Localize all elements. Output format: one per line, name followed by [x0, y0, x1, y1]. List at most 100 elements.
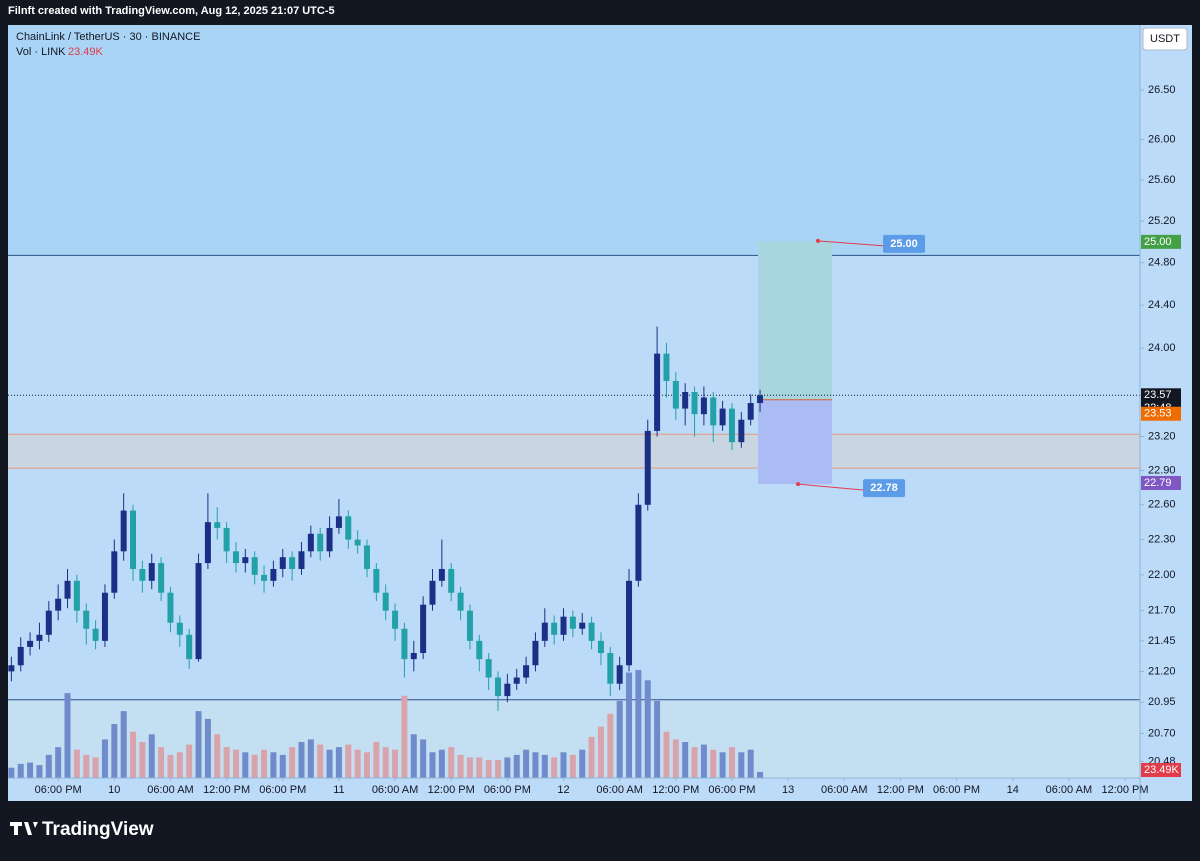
candle-body	[635, 504, 642, 581]
brand-name: TradingView	[42, 819, 154, 840]
stop-label-box	[863, 479, 906, 498]
candle-body	[261, 574, 268, 581]
volume-bar	[279, 754, 286, 778]
volume-bar	[448, 747, 455, 778]
candle-body	[186, 634, 193, 660]
candle-body	[232, 551, 239, 564]
candle-body	[466, 610, 473, 641]
volume-bar	[214, 734, 221, 778]
candle-body	[382, 592, 389, 611]
candle-body	[541, 622, 548, 641]
candle-body	[73, 580, 80, 611]
volume-bar	[672, 739, 679, 778]
candle-body	[279, 557, 286, 569]
y-tick-label: 21.20	[1148, 665, 1176, 677]
x-tick-label: 13	[782, 784, 794, 796]
volume-bar	[317, 744, 324, 778]
candle-body	[654, 353, 661, 431]
candle-body	[345, 516, 352, 540]
volume-bar	[130, 731, 137, 778]
volume-bar	[186, 744, 193, 778]
stop-badge: 22.79	[1144, 477, 1172, 489]
candle-body	[214, 522, 221, 528]
candle-body	[448, 568, 455, 593]
position-loss	[758, 399, 833, 485]
volume-bar	[251, 754, 258, 778]
y-tick-label: 25.60	[1148, 174, 1176, 186]
candle-body	[672, 380, 679, 409]
candle-body	[457, 592, 464, 611]
volume-bar	[438, 749, 445, 778]
volume-bar	[335, 747, 342, 778]
volume-bar	[691, 747, 698, 778]
current-price-badge: 23.57	[1144, 389, 1172, 401]
y-tick-label: 24.00	[1148, 342, 1176, 354]
candle-body	[747, 403, 754, 420]
candle-body	[691, 391, 698, 415]
volume-bar	[298, 742, 305, 778]
volume-bar	[654, 700, 661, 778]
legend-volume-title: Vol · LINK	[16, 46, 66, 58]
currency-button-label[interactable]: USDT	[1150, 33, 1180, 45]
candle-body	[392, 610, 399, 629]
candle-body	[111, 551, 118, 593]
candle-body	[588, 622, 595, 641]
candle-body	[532, 640, 539, 666]
volume-bar	[45, 754, 52, 778]
header-text: Filnft created with TradingView.com, Aug…	[8, 5, 335, 17]
candle-body	[251, 557, 258, 575]
target-label: 25.00	[890, 238, 918, 250]
volume-bar	[700, 744, 707, 778]
volume-bar	[569, 754, 576, 778]
volume-bar	[176, 752, 183, 778]
candle-body	[270, 568, 277, 581]
target-label-connector	[818, 240, 885, 247]
candle-body	[579, 622, 586, 629]
volume-bar	[738, 752, 745, 778]
volume-bar	[167, 754, 174, 778]
x-tick-label: 06:00 AM	[372, 784, 418, 796]
volume-bar	[719, 752, 726, 778]
candle-body	[363, 545, 370, 569]
candle-body	[719, 408, 726, 426]
volume-badge-bg	[1141, 763, 1181, 777]
entry-badge-bg	[1141, 406, 1181, 421]
volume-bar	[728, 747, 735, 778]
volume-bar	[710, 749, 717, 778]
y-tick-label: 24.40	[1148, 299, 1176, 311]
candle-body	[45, 610, 52, 635]
volume-bar	[476, 757, 483, 778]
volume-bar	[148, 734, 155, 778]
candle-body	[92, 628, 99, 641]
x-tick-label: 06:00 AM	[147, 784, 193, 796]
y-tick-label: 21.70	[1148, 605, 1176, 617]
zone	[8, 434, 1140, 469]
volume-bar	[307, 739, 314, 778]
y-tick-label: 21.45	[1148, 635, 1176, 647]
x-tick-label: 12	[557, 784, 569, 796]
candle-body	[130, 510, 137, 569]
y-tick-label: 26.50	[1148, 84, 1176, 96]
volume-bar	[120, 711, 127, 778]
volume-bar	[551, 757, 558, 778]
x-tick-label: 12:00 PM	[652, 784, 699, 796]
volume-bar	[457, 754, 464, 778]
candle-body	[429, 580, 436, 605]
volume-bar	[158, 747, 165, 778]
candle-body	[523, 665, 530, 678]
candle-body	[176, 622, 183, 635]
volume-bar	[523, 749, 530, 778]
target-label-dot	[816, 238, 821, 243]
volume-bar	[73, 749, 80, 778]
volume-bar	[466, 757, 473, 778]
candle-body	[148, 563, 155, 581]
candle-body	[298, 551, 305, 569]
candle-body	[495, 677, 502, 697]
candle-body	[101, 592, 108, 641]
candle-body	[757, 395, 764, 404]
currency-button[interactable]	[1142, 27, 1188, 51]
y-tick-label: 22.90	[1148, 464, 1176, 476]
volume-bar	[101, 739, 108, 778]
volume-badge: 23.49K	[1144, 764, 1180, 776]
